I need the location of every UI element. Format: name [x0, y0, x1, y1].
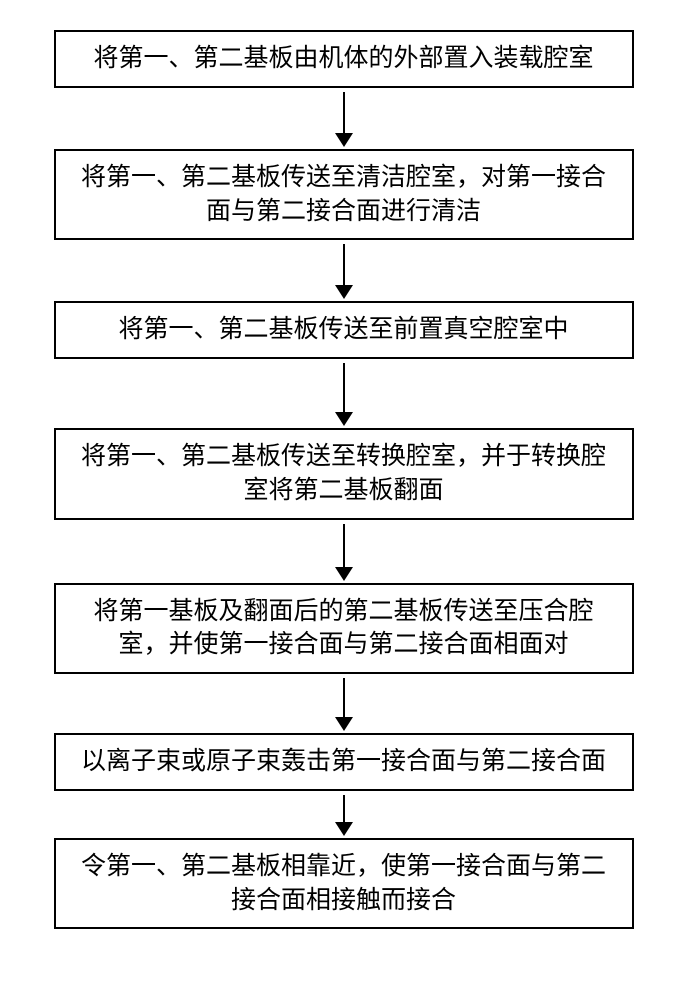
flowchart-arrow-6	[335, 795, 353, 836]
arrow-head-icon	[335, 133, 353, 147]
flowchart-arrow-1	[335, 92, 353, 147]
arrow-shaft	[343, 363, 345, 413]
arrow-shaft	[343, 92, 345, 134]
flowchart-step-7: 令第一、第二基板相靠近，使第一接合面与第二接合面相接触而接合	[54, 838, 634, 930]
flowchart-step-3: 将第一、第二基板传送至前置真空腔室中	[54, 301, 634, 359]
flowchart-arrow-5	[335, 678, 353, 731]
arrow-head-icon	[335, 412, 353, 426]
flowchart-step-1: 将第一、第二基板由机体的外部置入装载腔室	[54, 30, 634, 88]
flowchart-step-4: 将第一、第二基板传送至转换腔室，并于转换腔室将第二基板翻面	[54, 428, 634, 520]
arrow-head-icon	[335, 822, 353, 836]
arrow-head-icon	[335, 285, 353, 299]
arrow-head-icon	[335, 717, 353, 731]
arrow-shaft	[343, 524, 345, 568]
flowchart-step-2: 将第一、第二基板传送至清洁腔室，对第一接合面与第二接合面进行清洁	[54, 149, 634, 241]
flowchart-arrow-3	[335, 363, 353, 426]
arrow-shaft	[343, 678, 345, 718]
flowchart-step-5: 将第一基板及翻面后的第二基板传送至压合腔室，并使第一接合面与第二接合面相面对	[54, 583, 634, 675]
process-flowchart: 将第一、第二基板由机体的外部置入装载腔室将第一、第二基板传送至清洁腔室，对第一接…	[0, 0, 687, 969]
arrow-shaft	[343, 795, 345, 823]
flowchart-step-6: 以离子束或原子束轰击第一接合面与第二接合面	[54, 733, 634, 791]
arrow-shaft	[343, 244, 345, 286]
arrow-head-icon	[335, 567, 353, 581]
flowchart-arrow-2	[335, 244, 353, 299]
flowchart-arrow-4	[335, 524, 353, 581]
